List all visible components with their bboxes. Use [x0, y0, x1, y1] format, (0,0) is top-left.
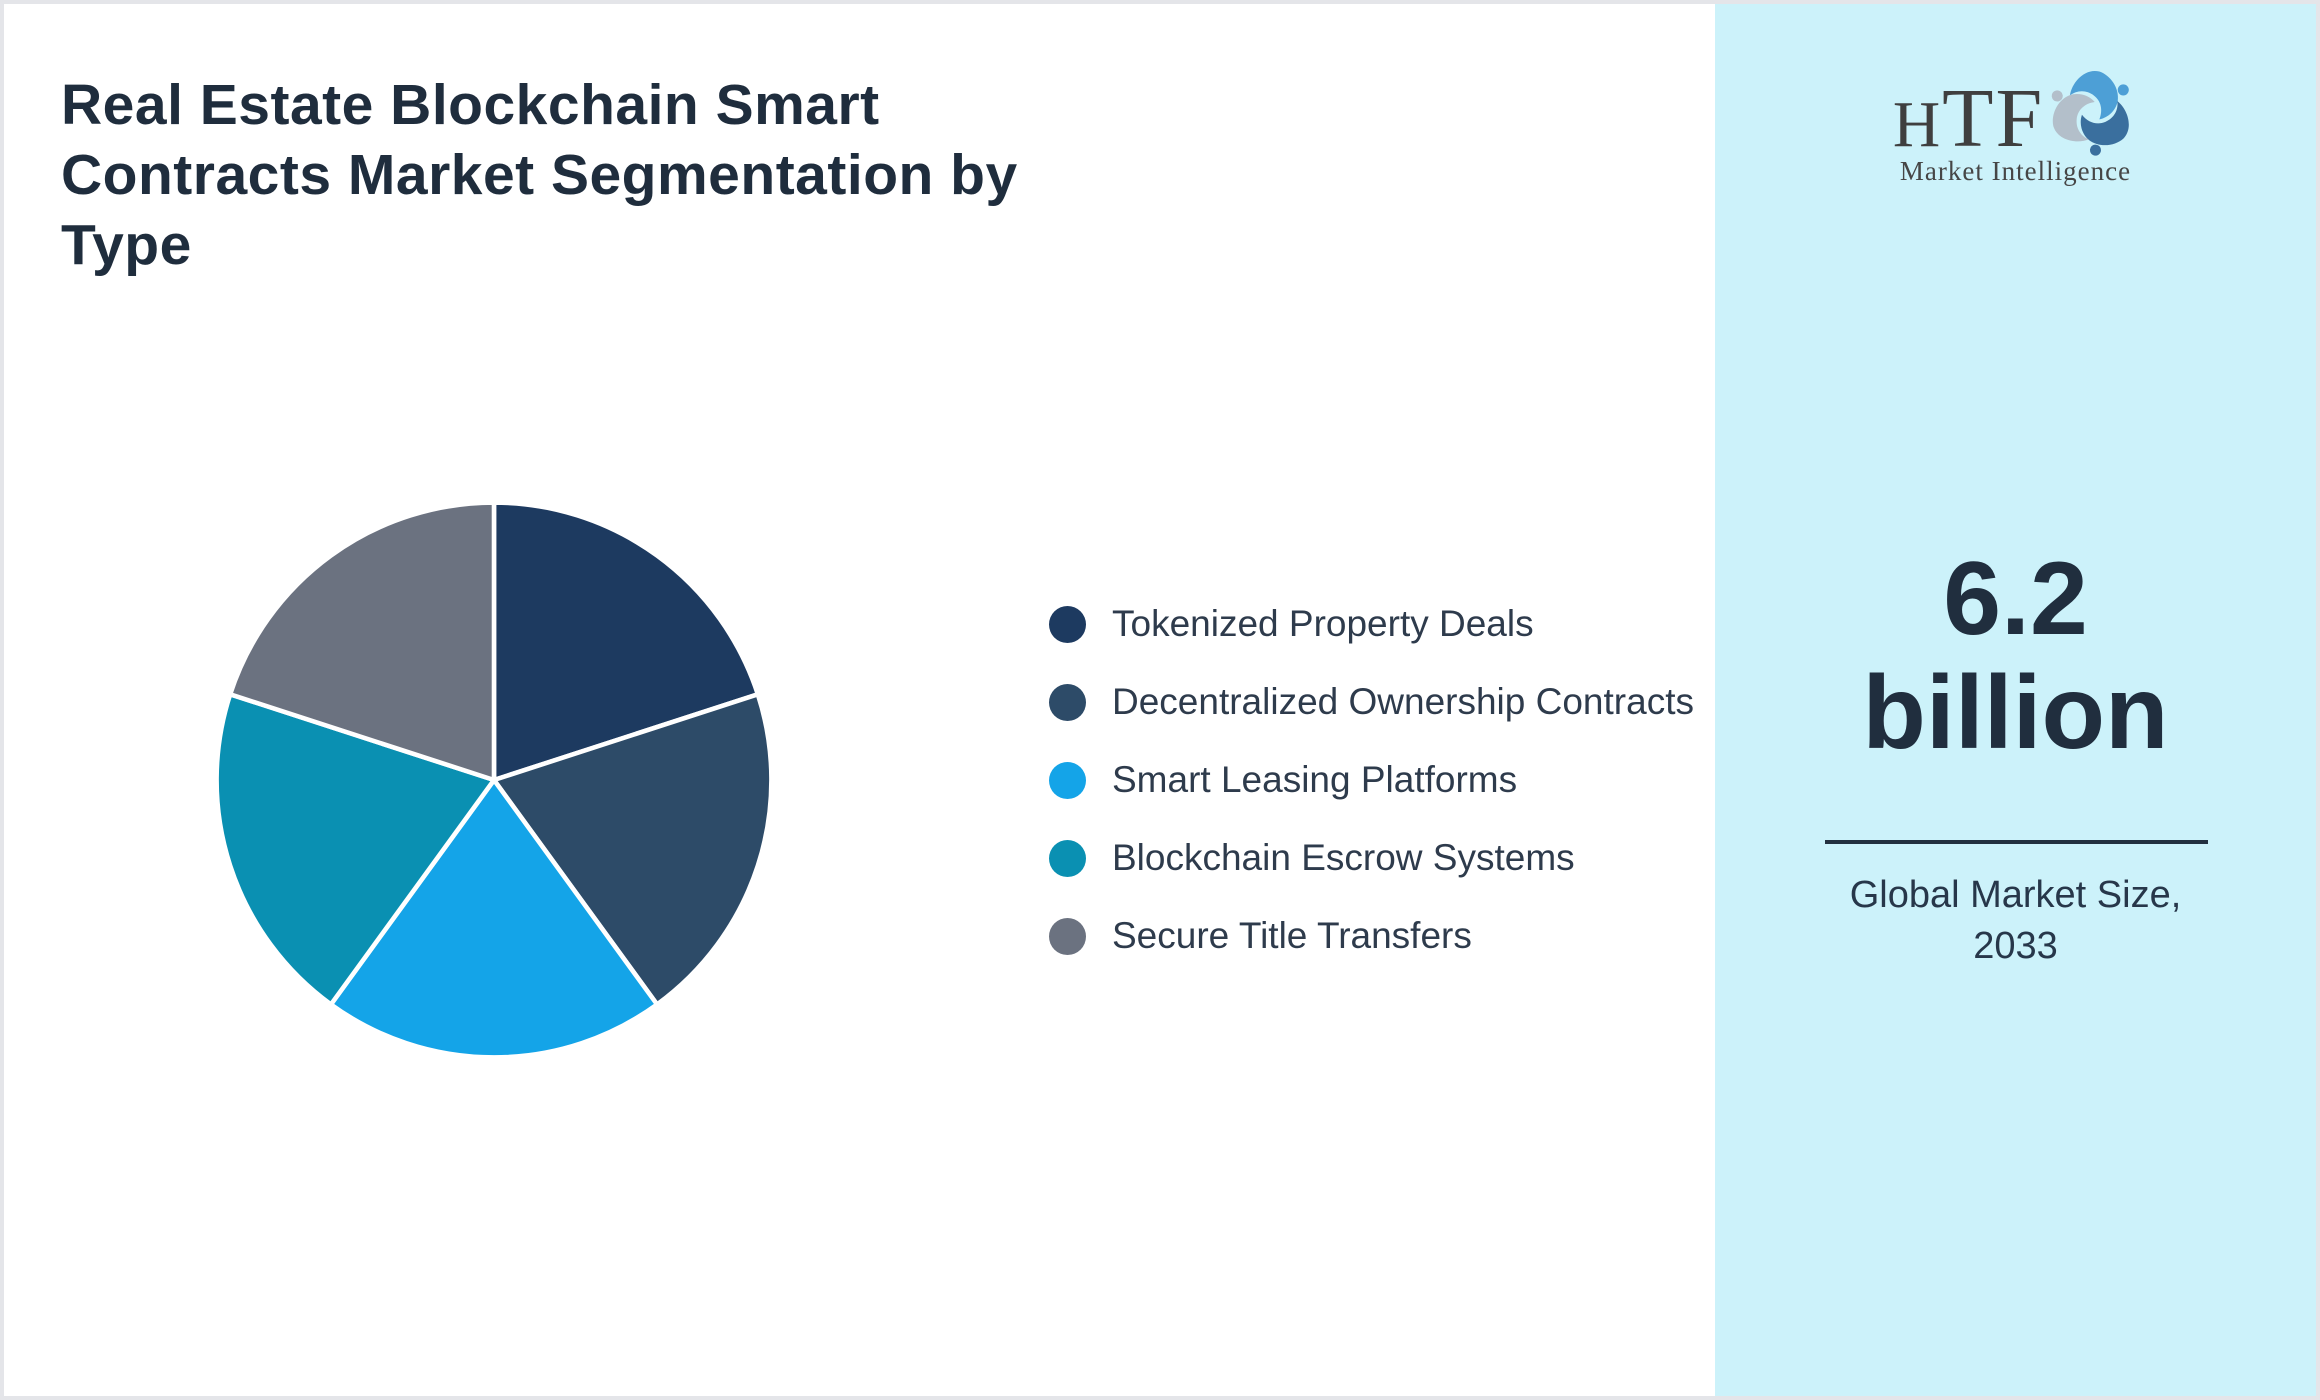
legend-label: Decentralized Ownership Contracts: [1112, 681, 1694, 722]
legend-label: Smart Leasing Platforms: [1112, 759, 1518, 800]
htf-logo-letters-tf: TF: [1942, 72, 2045, 166]
htf-dolphins-icon: [2051, 70, 2129, 156]
legend-bullet-icon: [1049, 683, 1086, 721]
pie-slice: [227, 500, 497, 783]
legend-label: Secure Title Transfers: [1112, 915, 1472, 956]
divider-line: [1824, 840, 2208, 844]
legend-item: Tokenized Property Deals: [1049, 603, 1694, 644]
market-size-value: 6.2 billion: [1715, 542, 2316, 771]
legend-item: Decentralized Ownership Contracts: [1049, 681, 1694, 722]
legend-label: Blockchain Escrow Systems: [1112, 837, 1575, 878]
market-size-label: Global Market Size, 2033: [1715, 870, 2316, 971]
legend-bullet-icon: [1049, 605, 1086, 643]
legend-item: Blockchain Escrow Systems: [1049, 837, 1694, 878]
legend-item: Secure Title Transfers: [1049, 915, 1694, 956]
legend-label: Tokenized Property Deals: [1112, 603, 1534, 644]
htf-logo: HTF Market Intelligence: [1715, 66, 2316, 187]
sidebar: HTF Market Intelligence: [1715, 4, 2316, 1396]
pie-slice: [214, 691, 497, 1007]
htf-logo-subtext: Market Intelligence: [1899, 156, 2132, 186]
market-size-unit: billion: [1862, 655, 2169, 772]
pie-slice: [491, 500, 761, 783]
market-size-label-line1: Global Market Size,: [1849, 874, 2182, 916]
pie-slice: [328, 777, 660, 1060]
market-size-number: 6.2: [1943, 541, 2088, 657]
legend-bullet-icon: [1049, 761, 1086, 799]
pie-slice: [491, 691, 774, 1007]
legend-item: Smart Leasing Platforms: [1049, 759, 1694, 800]
htf-logo-letter-h: H: [1892, 89, 1943, 162]
htf-logo-text: HTF: [1893, 77, 2044, 161]
pie-chart: [214, 500, 774, 1060]
legend-bullet-icon: [1049, 917, 1086, 955]
chart-legend: Tokenized Property Deals Decentralized Ow…: [1049, 603, 1694, 956]
page-title: Real Estate Blockchain Smart Contracts M…: [61, 73, 1018, 278]
legend-bullet-icon: [1049, 839, 1086, 877]
market-size-label-line2: 2033: [1973, 924, 2058, 967]
